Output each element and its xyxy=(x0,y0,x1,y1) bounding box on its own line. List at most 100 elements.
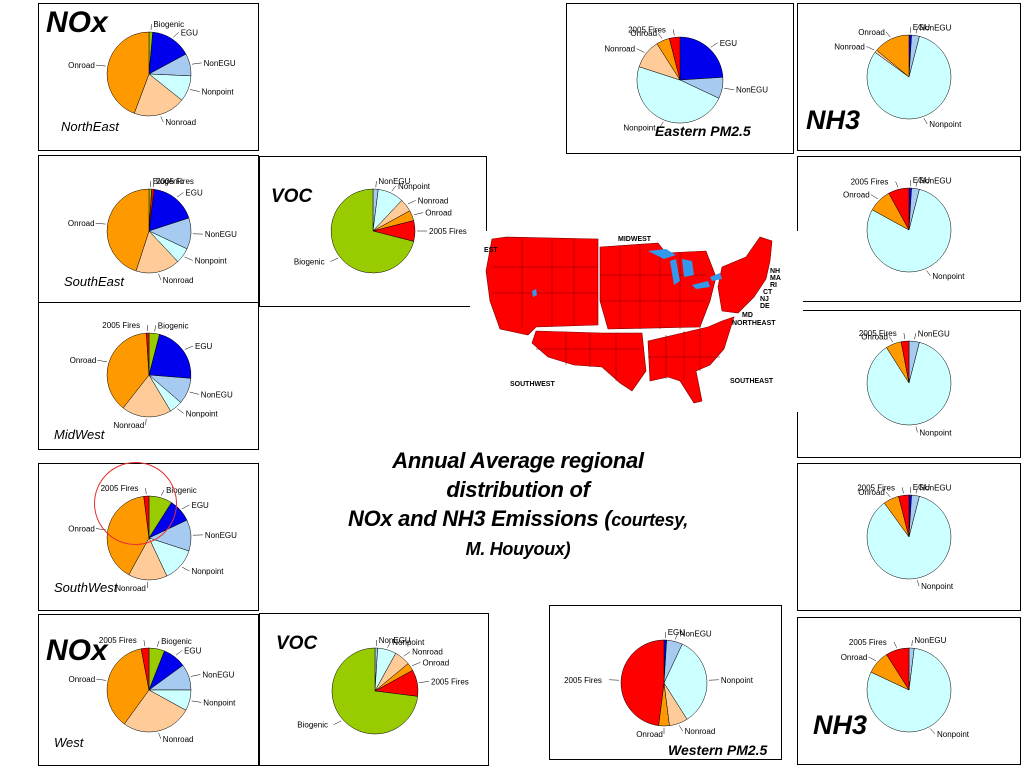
heading-nh3-top: NH3 xyxy=(806,105,861,135)
map-state-label-nh: NH xyxy=(770,268,780,275)
pie-label-nonroad: Nonroad xyxy=(685,727,716,736)
pie-leader-nonroad xyxy=(145,418,147,425)
pie-leader-onroad xyxy=(95,528,106,531)
map-label-midwest: MIDWEST xyxy=(618,236,652,243)
pie-label-2005-fires: 2005 Fires xyxy=(857,483,895,492)
caption-line-2: distribution of xyxy=(446,477,590,502)
pie-nh3-5: NonEGU Nonpoint Onroad 2005 Fires xyxy=(841,636,970,739)
pie-leader-2005-fires xyxy=(901,487,904,494)
pie-leader-2005-fires xyxy=(903,333,906,340)
pie-label-egu: EGU xyxy=(913,23,931,32)
pie-leader-onroad xyxy=(97,359,108,363)
us-region-map: MIDWEST NORTHEAST SOUTHWEST SOUTHEAST ES… xyxy=(470,231,803,412)
pie-label-2005-fires: 2005 Fires xyxy=(851,178,889,187)
pie-slice-nonpoint xyxy=(866,496,952,580)
pie-label-nonpoint: Nonpoint xyxy=(203,698,236,707)
panel-nh3-4: EGU NonEGU Nonpoint Onroad 2005 Fires xyxy=(797,463,1021,611)
pie-label-egu: EGU xyxy=(668,628,686,637)
pie-slice-egu xyxy=(148,334,192,379)
caption-line-4: M. Houyoux) xyxy=(465,539,571,559)
map-label-west-partial: EST xyxy=(484,247,498,254)
pie-label-2005-fires: 2005 Fires xyxy=(429,227,467,236)
pie-label-onroad: Onroad xyxy=(68,219,95,228)
pie-label-nonpoint: Nonpoint xyxy=(937,730,970,739)
pie-leader-2005-fires xyxy=(145,488,147,495)
map-state-label-de: DE xyxy=(760,303,770,310)
pie-slice-2005-fires xyxy=(143,495,150,539)
pie-leader-nonroad xyxy=(403,651,411,657)
pie-slice-biogenic xyxy=(331,647,418,735)
pie-leader-onroad xyxy=(657,33,663,39)
pie-leader-onroad xyxy=(888,336,894,343)
pie-leader-nonegu xyxy=(911,640,913,647)
pie-slice-nonpoint xyxy=(866,342,952,426)
map-state-label-ri: RI xyxy=(770,282,777,289)
panel-nox-southeast: Biogenic 2005 Fires EGU NonEGU Nonpoint Nonro… xyxy=(38,155,259,303)
pie-label-2005-fires: 2005 Fires xyxy=(849,638,887,647)
panel-voc-east: NonEGU Nonpoint Nonroad Onroad 2005 Fires Bio… xyxy=(259,156,487,307)
caption-line-3-small: courtesy, xyxy=(611,510,688,530)
pie-leader-onroad xyxy=(885,31,891,38)
pie-label-onroad: Onroad xyxy=(861,333,888,342)
pie-label-nonroad: Nonroad xyxy=(604,45,635,54)
pie-leader-biogenic xyxy=(161,489,165,496)
pie-leader-egu xyxy=(181,504,190,510)
pie-label-2005-fires: 2005 Fires xyxy=(102,321,140,330)
pie-label-nonegu: NonEGU xyxy=(205,230,237,239)
pie-leader-nonegu xyxy=(915,487,918,494)
region-label-midwest: MidWest xyxy=(54,427,105,442)
map-region-northeast xyxy=(717,236,773,314)
pie-leader-egu xyxy=(184,345,194,350)
pie-label-egu: EGU xyxy=(185,189,203,198)
pie-label-2005-fires: 2005 Fires xyxy=(101,484,139,493)
pie-label-2005-fires: 2005 Fires xyxy=(156,177,194,186)
heading-voc-bottom: VOC xyxy=(276,633,318,654)
pie-label-onroad: Onroad xyxy=(69,675,96,684)
pie-label-onroad: Onroad xyxy=(843,191,870,200)
pie-label-nonroad: Nonroad xyxy=(163,276,194,285)
pie-leader-2005-fires xyxy=(672,29,675,36)
pie-label-nonpoint: Nonpoint xyxy=(195,256,228,265)
map-great-lakes xyxy=(532,249,722,297)
pie-label-onroad: Onroad xyxy=(858,28,885,37)
pie-leader-biogenic xyxy=(333,720,342,725)
panel-nox-midwest: Biogenic EGU NonEGU Nonpoint Nonroad Onroad 20… xyxy=(38,302,259,450)
pie-label-egu: EGU xyxy=(913,176,931,185)
map-state-lines xyxy=(492,239,720,381)
pie-label-nonegu: NonEGU xyxy=(379,636,411,645)
pie-leader-onroad xyxy=(95,64,106,67)
pie-leader-nonpoint xyxy=(916,580,920,587)
pie-leader-egu xyxy=(176,192,184,198)
pie-leader-nonpoint xyxy=(659,121,664,128)
pie-leader-nonegu xyxy=(190,674,201,677)
pie-label-nonpoint: Nonpoint xyxy=(192,567,225,576)
pie-label-2005-fires: 2005 Fires xyxy=(431,677,469,686)
pie-label-nonegu: NonEGU xyxy=(918,329,950,338)
pie-slice-egu xyxy=(148,189,190,232)
pie-label-nonegu: NonEGU xyxy=(202,671,234,680)
pie-slice-onroad xyxy=(106,332,150,409)
pie-label-nonroad: Nonroad xyxy=(418,196,449,205)
pie-label-onroad: Onroad xyxy=(858,488,885,497)
map-region-west xyxy=(485,236,599,336)
pie-leader-2005-fires xyxy=(419,681,430,683)
pie-leader-nonpoint xyxy=(391,185,397,192)
pie-label-biogenic: Biogenic xyxy=(297,721,328,730)
pie-label-nonegu: NonEGU xyxy=(736,86,768,95)
pie-label-nonegu: NonEGU xyxy=(204,59,236,68)
heading-voc-top: VOC xyxy=(271,186,313,207)
pie-leader-2005-fires xyxy=(152,181,155,188)
pie-label-biogenic: Biogenic xyxy=(294,258,325,267)
pie-slice-nonroad xyxy=(123,689,187,733)
pie-leader-nonegu xyxy=(375,181,377,188)
pie-leader-2005-fires xyxy=(893,641,897,648)
heading-nh3-bottom: NH3 xyxy=(813,710,868,740)
map-label-southeast: SOUTHEAST xyxy=(730,378,774,385)
